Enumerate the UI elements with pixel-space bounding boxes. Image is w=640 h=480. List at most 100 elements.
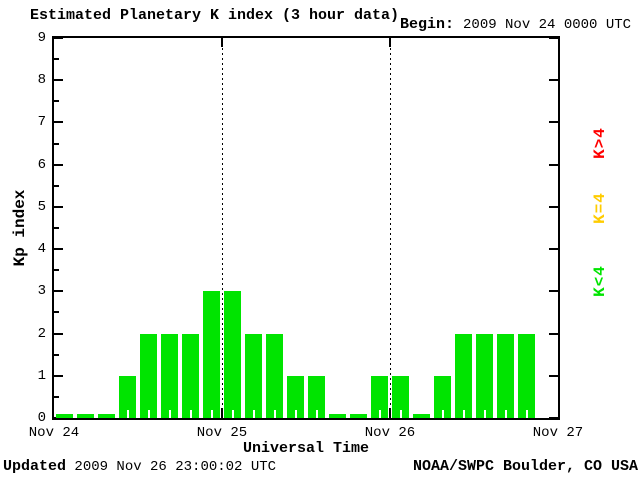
y-minor-tick xyxy=(54,311,59,314)
kp-bar xyxy=(245,333,262,418)
bar-base-tick xyxy=(231,410,234,418)
bar-base-tick xyxy=(273,410,276,418)
y-major-tick xyxy=(54,248,63,251)
chart-title: Estimated Planetary K index (3 hour data… xyxy=(30,7,400,24)
legend-item-k-lt-4: K<4 xyxy=(591,265,609,297)
bar-base-tick xyxy=(504,410,507,418)
day-boundary-dotted-line xyxy=(221,38,223,418)
y-tick-label: 2 xyxy=(37,325,46,342)
kp-bar xyxy=(371,375,388,418)
y-major-tick xyxy=(54,417,63,419)
begin-value: 2009 Nov 24 0000 UTC xyxy=(463,17,632,33)
y-tick-label: 5 xyxy=(37,198,46,215)
bar-base-tick xyxy=(147,410,150,418)
kp-bar xyxy=(56,414,73,418)
kp-bar xyxy=(308,375,325,418)
bar-base-tick xyxy=(399,410,402,418)
legend-item-k-eq-4: K=4 xyxy=(591,192,609,224)
bar-base-tick xyxy=(294,410,297,418)
bar-base-tick xyxy=(525,410,528,418)
y-minor-tick xyxy=(54,353,59,356)
bar-base-tick xyxy=(378,410,381,418)
kp-bar xyxy=(98,414,115,418)
y-minor-tick xyxy=(54,58,59,61)
day-tick-bottom xyxy=(389,408,391,418)
x-tick-label: Nov 24 xyxy=(28,425,80,441)
y-tick-label: 6 xyxy=(37,156,46,173)
kp-bar xyxy=(77,414,94,418)
day-boundary-dotted-line xyxy=(389,38,391,418)
legend-item-k-gt-4: K>4 xyxy=(591,127,609,159)
day-tick-bottom xyxy=(221,408,223,418)
bar-base-tick xyxy=(252,410,255,418)
bar-base-tick xyxy=(483,410,486,418)
kp-bar xyxy=(434,375,451,418)
y-minor-tick xyxy=(54,184,59,187)
y-minor-tick xyxy=(54,142,59,145)
y-tick-label: 1 xyxy=(37,367,46,384)
bar-base-tick xyxy=(462,410,465,418)
kp-bar xyxy=(287,375,304,418)
y-major-tick-right xyxy=(549,121,558,124)
y-major-tick xyxy=(54,290,63,293)
kp-bar xyxy=(413,414,430,418)
y-major-tick-right xyxy=(549,417,558,419)
y-major-tick-right xyxy=(549,290,558,293)
y-major-tick-right xyxy=(549,37,558,39)
y-tick-label: 0 xyxy=(37,410,46,426)
kp-bar xyxy=(476,333,493,418)
kp-bar xyxy=(266,333,283,418)
y-tick-label: 9 xyxy=(37,30,46,46)
kp-bar xyxy=(455,333,472,418)
y-major-tick xyxy=(54,163,63,166)
kp-bar xyxy=(518,333,535,418)
kp-bar xyxy=(392,375,409,418)
y-tick-label: 8 xyxy=(37,72,46,89)
updated-label: Updated xyxy=(3,458,67,475)
y-major-tick-right xyxy=(549,163,558,166)
kp-bar xyxy=(224,291,241,418)
bar-base-tick xyxy=(189,410,192,418)
y-major-tick-right xyxy=(549,248,558,251)
y-major-tick-right xyxy=(549,79,558,82)
plot-area xyxy=(52,36,560,420)
y-minor-tick xyxy=(54,269,59,272)
x-tick-label: Nov 25 xyxy=(196,425,248,441)
y-major-tick-right xyxy=(549,374,558,377)
y-minor-tick xyxy=(54,395,59,398)
x-axis-title: Universal Time xyxy=(242,440,370,457)
updated-time: 2009 Nov 26 23:00:02 UTC xyxy=(74,459,277,475)
y-tick-label: 3 xyxy=(37,283,46,300)
kp-bar xyxy=(161,333,178,418)
kp-bar xyxy=(140,333,157,418)
bar-base-tick xyxy=(441,410,444,418)
y-major-tick xyxy=(54,374,63,377)
x-tick-label: Nov 27 xyxy=(532,425,584,441)
bar-base-tick xyxy=(315,410,318,418)
day-tick-top xyxy=(221,38,223,47)
kp-bar xyxy=(203,291,220,418)
updated-text: Updated 2009 Nov 26 23:00:02 UTC xyxy=(3,458,276,475)
y-tick-label: 7 xyxy=(37,114,46,131)
y-major-tick xyxy=(54,37,63,39)
y-minor-tick xyxy=(54,100,59,103)
kp-bar xyxy=(350,414,367,418)
y-major-tick xyxy=(54,205,63,208)
kp-bar xyxy=(329,414,346,418)
bar-base-tick xyxy=(126,410,129,418)
day-tick-top xyxy=(389,38,391,47)
x-tick-label: Nov 26 xyxy=(364,425,416,441)
begin-row: Begin: 2009 Nov 24 0000 UTC xyxy=(400,16,631,33)
y-major-tick-right xyxy=(549,332,558,335)
begin-label: Begin: xyxy=(400,16,455,33)
y-major-tick-right xyxy=(549,205,558,208)
y-major-tick xyxy=(54,332,63,335)
kp-bar xyxy=(182,333,199,418)
y-major-tick xyxy=(54,121,63,124)
bar-base-tick xyxy=(210,410,213,418)
bar-base-tick xyxy=(168,410,171,418)
y-minor-tick xyxy=(54,227,59,229)
y-major-tick xyxy=(54,79,63,82)
y-axis-title: Kp index xyxy=(11,189,29,267)
